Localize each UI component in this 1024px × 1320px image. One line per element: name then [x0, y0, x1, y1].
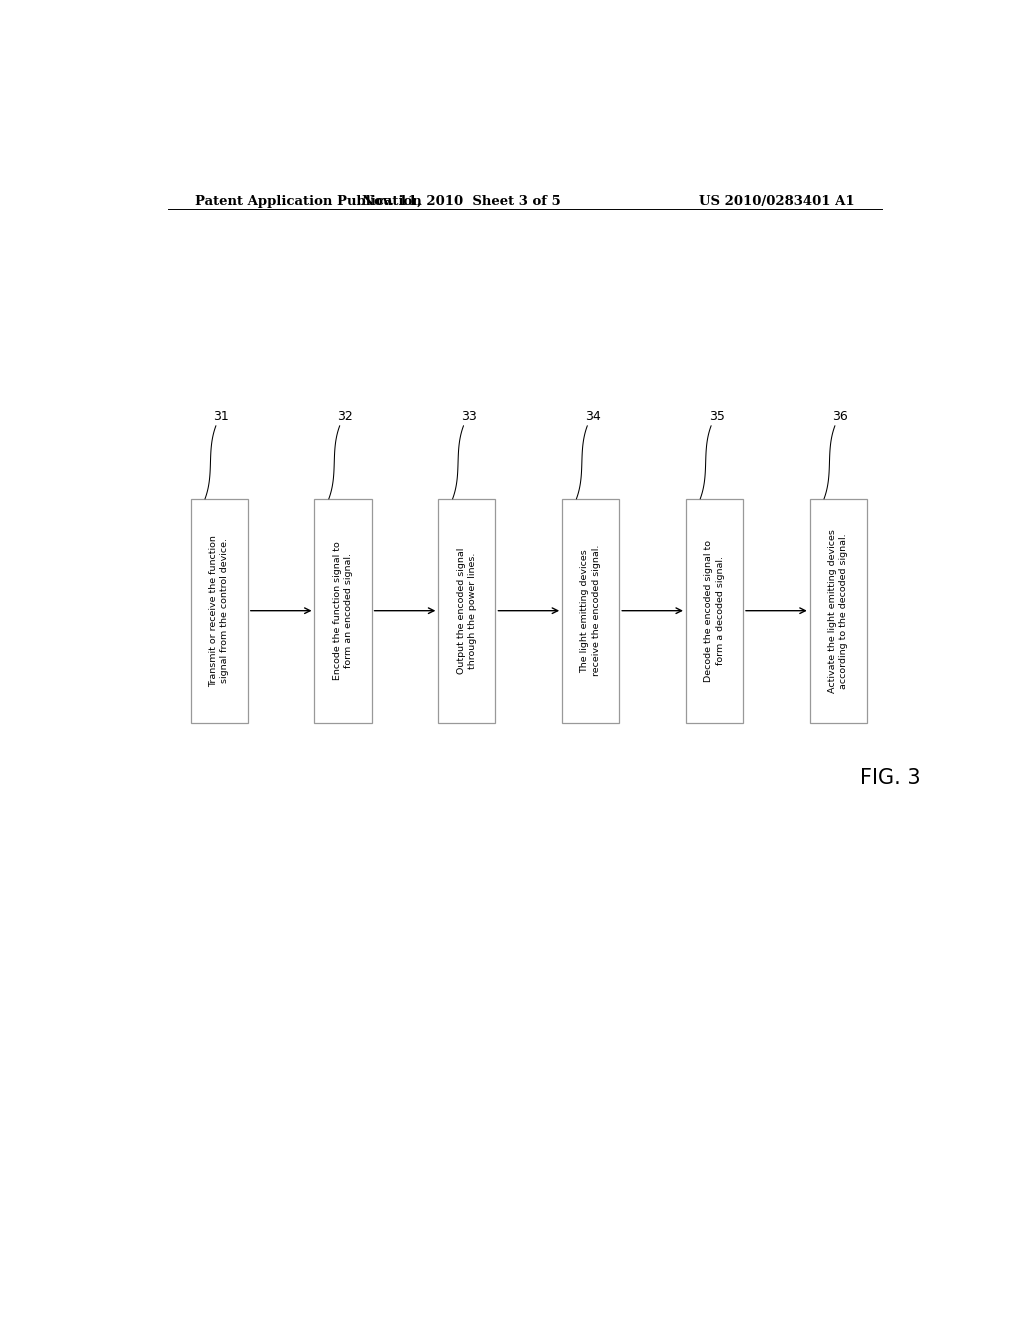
Text: Output the encoded signal
through the power lines.: Output the encoded signal through the po… — [457, 548, 477, 675]
Text: 34: 34 — [585, 409, 601, 422]
Bar — [562, 499, 620, 722]
Text: The light emitting devices
receive the encoded signal.: The light emitting devices receive the e… — [581, 545, 601, 676]
Bar — [438, 499, 496, 722]
Text: Patent Application Publication: Patent Application Publication — [196, 195, 422, 209]
Text: 32: 32 — [337, 409, 353, 422]
Text: Transmit or receive the function
signal from the control device.: Transmit or receive the function signal … — [209, 535, 229, 686]
Text: FIG. 3: FIG. 3 — [859, 768, 921, 788]
Text: Nov. 11, 2010  Sheet 3 of 5: Nov. 11, 2010 Sheet 3 of 5 — [361, 195, 561, 209]
Text: 36: 36 — [833, 409, 848, 422]
Bar — [314, 499, 372, 722]
Text: 31: 31 — [214, 409, 229, 422]
Text: US 2010/0283401 A1: US 2010/0283401 A1 — [698, 195, 854, 209]
Text: Activate the light emitting devices
according to the decoded signal.: Activate the light emitting devices acco… — [828, 529, 849, 693]
Text: Decode the encoded signal to
form a decoded signal.: Decode the encoded signal to form a deco… — [705, 540, 725, 681]
Bar — [810, 499, 867, 722]
Bar — [686, 499, 743, 722]
Text: 35: 35 — [709, 409, 725, 422]
Text: 33: 33 — [461, 409, 477, 422]
Text: Encode the function signal to
form an encoded signal.: Encode the function signal to form an en… — [333, 541, 353, 680]
Bar — [190, 499, 248, 722]
